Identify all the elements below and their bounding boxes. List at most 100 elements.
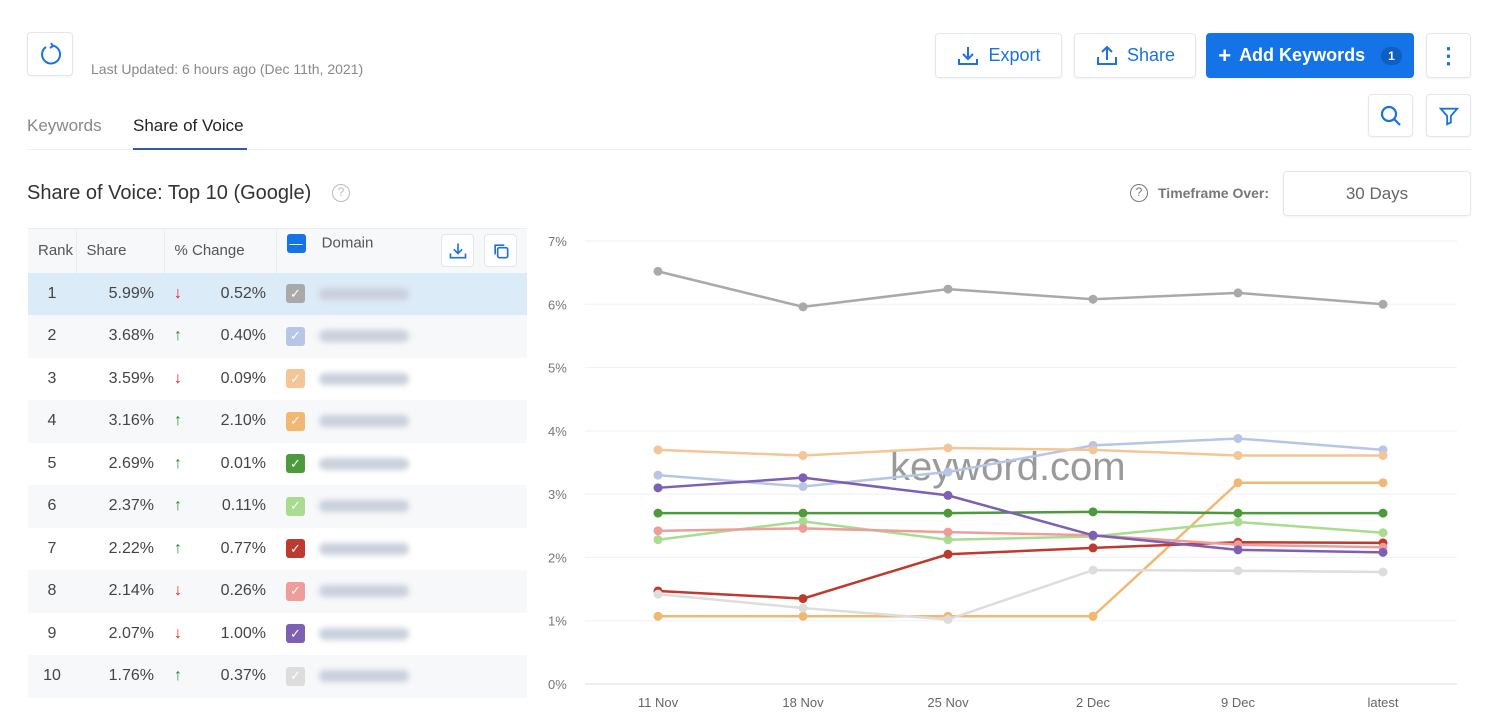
table-row[interactable]: 8 2.14% ↓ 0.26% ✓ xyxy=(28,570,527,613)
series-checkbox[interactable]: ✓ xyxy=(286,369,305,389)
data-point[interactable] xyxy=(943,467,953,477)
data-point[interactable] xyxy=(943,535,953,545)
table-row[interactable]: 3 3.59% ↓ 0.09% ✓ xyxy=(28,358,527,401)
data-point[interactable] xyxy=(1378,451,1388,461)
series-checkbox[interactable]: ✓ xyxy=(286,326,305,346)
share-button[interactable]: Share xyxy=(1074,33,1196,78)
series-checkbox[interactable]: ✓ xyxy=(286,666,305,686)
copy-table-button[interactable] xyxy=(484,234,517,268)
search-button[interactable] xyxy=(1368,94,1413,137)
data-point[interactable] xyxy=(653,266,663,276)
data-point[interactable] xyxy=(943,508,953,518)
tab-share-of-voice[interactable]: Share of Voice xyxy=(133,116,244,135)
data-point[interactable] xyxy=(1378,528,1388,538)
domain-blurred[interactable] xyxy=(319,372,409,385)
data-point[interactable] xyxy=(798,516,808,526)
data-point[interactable] xyxy=(653,526,663,536)
data-point[interactable] xyxy=(1378,567,1388,577)
data-point[interactable] xyxy=(1088,294,1098,304)
series-checkbox[interactable]: ✓ xyxy=(286,496,305,516)
more-menu-button[interactable]: ⋮ xyxy=(1426,33,1471,78)
data-point[interactable] xyxy=(653,483,663,493)
col-share[interactable]: Share xyxy=(76,228,165,273)
data-point[interactable] xyxy=(1233,566,1243,576)
timeframe-select[interactable]: 30 Days xyxy=(1283,171,1471,216)
domain-blurred[interactable] xyxy=(319,670,409,683)
series-checkbox[interactable]: ✓ xyxy=(286,581,305,601)
data-point[interactable] xyxy=(798,508,808,518)
data-point[interactable] xyxy=(798,302,808,312)
table-row[interactable]: 7 2.22% ↑ 0.77% ✓ xyxy=(28,528,527,571)
domain-blurred[interactable] xyxy=(319,457,409,470)
data-point[interactable] xyxy=(1233,478,1243,488)
tab-keywords[interactable]: Keywords xyxy=(27,116,102,135)
add-keywords-button[interactable]: + Add Keywords 1 xyxy=(1206,33,1414,78)
series-line[interactable] xyxy=(653,565,1388,624)
table-row[interactable]: 9 2.07% ↓ 1.00% ✓ xyxy=(28,613,527,656)
domain-blurred[interactable] xyxy=(319,542,409,555)
data-point[interactable] xyxy=(653,535,663,545)
data-point[interactable] xyxy=(1088,565,1098,575)
domain-blurred[interactable] xyxy=(319,287,409,300)
table-row[interactable]: 5 2.69% ↑ 0.01% ✓ xyxy=(28,443,527,486)
table-row[interactable]: 2 3.68% ↑ 0.40% ✓ xyxy=(28,315,527,358)
col-change[interactable]: % Change xyxy=(164,228,277,273)
data-point[interactable] xyxy=(1088,507,1098,517)
data-point[interactable] xyxy=(1088,445,1098,455)
data-point[interactable] xyxy=(943,490,953,500)
table-row[interactable]: 6 2.37% ↑ 0.11% ✓ xyxy=(28,485,527,528)
data-point[interactable] xyxy=(943,443,953,453)
series-line[interactable] xyxy=(653,516,1388,545)
data-point[interactable] xyxy=(1378,478,1388,488)
select-all-checkbox[interactable]: — xyxy=(286,234,306,254)
series-line[interactable] xyxy=(653,443,1388,461)
filter-button[interactable] xyxy=(1426,94,1471,137)
data-point[interactable] xyxy=(1233,508,1243,518)
data-point[interactable] xyxy=(798,594,808,604)
help-icon[interactable]: ? xyxy=(332,184,350,202)
series-line[interactable] xyxy=(653,473,1388,557)
series-line[interactable] xyxy=(653,507,1388,518)
data-point[interactable] xyxy=(798,482,808,492)
data-point[interactable] xyxy=(1233,288,1243,298)
data-point[interactable] xyxy=(653,611,663,621)
data-point[interactable] xyxy=(1233,517,1243,527)
data-point[interactable] xyxy=(1233,451,1243,461)
data-point[interactable] xyxy=(798,611,808,621)
data-point[interactable] xyxy=(943,614,953,624)
refresh-button[interactable] xyxy=(27,32,73,76)
export-button[interactable]: Export xyxy=(935,33,1062,78)
data-point[interactable] xyxy=(1233,545,1243,555)
data-point[interactable] xyxy=(1088,543,1098,553)
series-line[interactable] xyxy=(653,266,1388,312)
series-checkbox[interactable]: ✓ xyxy=(286,284,305,304)
data-point[interactable] xyxy=(653,589,663,599)
table-row[interactable]: 4 3.16% ↑ 2.10% ✓ xyxy=(28,400,527,443)
data-point[interactable] xyxy=(1378,547,1388,557)
data-point[interactable] xyxy=(1088,611,1098,621)
data-point[interactable] xyxy=(943,549,953,559)
data-point[interactable] xyxy=(943,284,953,294)
series-checkbox[interactable]: ✓ xyxy=(286,624,305,644)
data-point[interactable] xyxy=(798,603,808,613)
table-row[interactable]: 1 5.99% ↓ 0.52% ✓ xyxy=(28,272,527,315)
data-point[interactable] xyxy=(943,527,953,537)
col-rank[interactable]: Rank xyxy=(28,228,77,273)
data-point[interactable] xyxy=(653,445,663,455)
series-line[interactable] xyxy=(653,478,1388,621)
series-checkbox[interactable]: ✓ xyxy=(286,454,305,474)
series-checkbox[interactable]: ✓ xyxy=(286,411,305,431)
timeframe-help-icon[interactable]: ? xyxy=(1130,184,1148,202)
data-point[interactable] xyxy=(1088,530,1098,540)
series-checkbox[interactable]: ✓ xyxy=(286,539,305,559)
domain-blurred[interactable] xyxy=(319,627,409,640)
download-table-button[interactable] xyxy=(441,234,474,268)
domain-blurred[interactable] xyxy=(319,415,409,428)
table-row[interactable]: 10 1.76% ↑ 0.37% ✓ xyxy=(28,655,527,698)
data-point[interactable] xyxy=(653,470,663,480)
data-point[interactable] xyxy=(1233,433,1243,443)
data-point[interactable] xyxy=(1378,508,1388,518)
domain-blurred[interactable] xyxy=(319,585,409,598)
domain-blurred[interactable] xyxy=(319,500,409,513)
data-point[interactable] xyxy=(798,451,808,461)
